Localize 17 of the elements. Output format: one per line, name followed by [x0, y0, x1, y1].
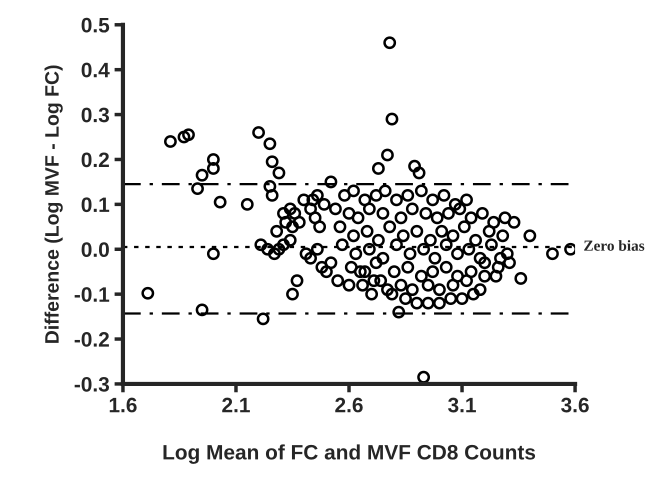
x-tick-label: 1.6	[110, 398, 137, 412]
y-tick-label: 0.4	[82, 62, 110, 78]
x-axis-title: Log Mean of FC and MVF CD8 Counts	[164, 444, 536, 464]
x-tick-label: 2.6	[335, 398, 363, 412]
y-tick-label: 0.5	[82, 18, 110, 33]
y-tick-label: -0.2	[74, 332, 109, 347]
y-axis-title: Difference (Log MVF - Log FC)	[44, 65, 63, 343]
y-tick-label: 0.3	[82, 108, 109, 122]
x-tick-label: 2.1	[222, 398, 250, 412]
y-tick-label: -0.1	[74, 287, 110, 302]
y-tick-label: 0.0	[82, 242, 109, 258]
y-tick-label: 0.2	[82, 152, 109, 168]
y-tick-label: 0.1	[82, 197, 110, 212]
x-tick-label: 3.1	[448, 398, 476, 412]
ref-line-label: Zero bias	[584, 240, 644, 251]
x-tick-label: 3.6	[561, 398, 589, 412]
y-tick-label: -0.3	[74, 376, 109, 392]
